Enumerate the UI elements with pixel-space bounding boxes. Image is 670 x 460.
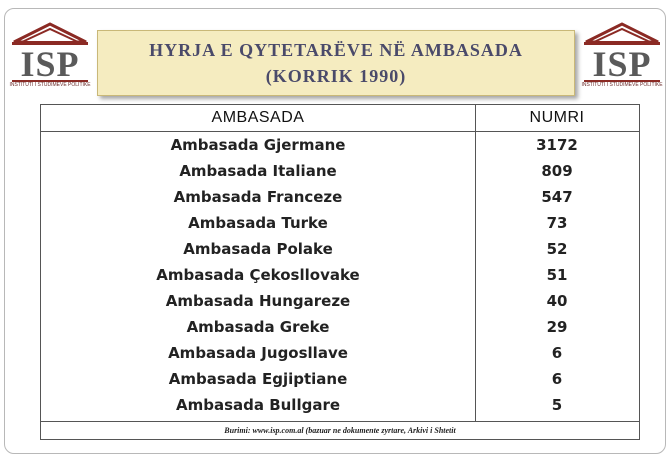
embassy-name-cell: Ambasada Hungareze	[165, 292, 351, 310]
logo-text: ISP	[20, 44, 80, 84]
table-row: Ambasada Gjermane 3172	[41, 132, 639, 158]
column-header-ambasada: AMBASADA	[211, 109, 305, 126]
table-header: AMBASADA NUMRI	[41, 105, 639, 132]
count-cell: 5	[551, 396, 563, 414]
logo-subtitle: INSTITUTI I STUDIMEVE POLITIKE	[9, 82, 91, 88]
embassy-name-cell: Ambasada Greke	[186, 318, 330, 336]
isp-logo-left: ISP INSTITUTI I STUDIMEVE POLITIKE	[8, 22, 92, 92]
count-cell: 29	[546, 318, 568, 336]
table-row: Ambasada Hungareze 40	[41, 288, 639, 314]
institute-roof-icon	[12, 22, 88, 82]
table-row: Ambasada Bullgare 5	[41, 392, 639, 418]
table-row: Ambasada Egjiptiane 6	[41, 366, 639, 392]
logo-text: ISP	[592, 44, 652, 84]
title-banner: HYRJA E QYTETARËVE NË AMBASADA (KORRIK 1…	[97, 30, 575, 96]
embassy-name-cell: Ambasada Egjiptiane	[168, 370, 348, 388]
logo-subtitle: INSTITUTI I STUDIMEVE POLITIKE	[581, 82, 663, 88]
institute-roof-icon	[584, 22, 660, 82]
isp-logo-right: ISP INSTITUTI I STUDIMEVE POLITIKE	[580, 22, 664, 92]
count-cell: 73	[546, 214, 568, 232]
count-cell: 6	[551, 344, 563, 362]
embassy-name-cell: Ambasada Turke	[188, 214, 328, 232]
table-row: Ambasada Italiane 809	[41, 158, 639, 184]
count-cell: 3172	[536, 136, 578, 154]
count-cell: 809	[541, 162, 573, 180]
count-cell: 547	[541, 188, 573, 206]
embassy-name-cell: Ambasada Franceze	[173, 188, 343, 206]
column-header-numri: NUMRI	[529, 109, 585, 126]
embassy-name-cell: Ambasada Italiane	[179, 162, 337, 180]
embassy-name-cell: Ambasada Bullgare	[175, 396, 341, 414]
source-note: Burimi: www.isp.com.al (bazuar ne dokume…	[41, 421, 639, 440]
embassy-name-cell: Ambasada Polake	[183, 240, 333, 258]
embassy-name-cell: Ambasada Çekosllovake	[156, 266, 360, 284]
table-row: Ambasada Jugosllave 6	[41, 340, 639, 366]
table-row: Ambasada Greke 29	[41, 314, 639, 340]
count-cell: 6	[551, 370, 563, 388]
count-cell: 40	[546, 292, 568, 310]
table-row: Ambasada Turke 73	[41, 210, 639, 236]
page-subtitle: (KORRIK 1990)	[265, 66, 407, 86]
table-row: Ambasada Franceze 547	[41, 184, 639, 210]
count-cell: 52	[546, 240, 568, 258]
embassy-table: AMBASADA NUMRI Ambasada Gjermane 3172 Amba…	[40, 104, 640, 440]
count-cell: 51	[546, 266, 568, 284]
table-row: Ambasada Çekosllovake 51	[41, 262, 639, 288]
column-divider	[475, 105, 476, 421]
embassy-name-cell: Ambasada Jugosllave	[168, 344, 348, 362]
table-row: Ambasada Polake 52	[41, 236, 639, 262]
embassy-name-cell: Ambasada Gjermane	[170, 136, 346, 154]
page-title: HYRJA E QYTETARËVE NË AMBASADA	[149, 40, 523, 60]
